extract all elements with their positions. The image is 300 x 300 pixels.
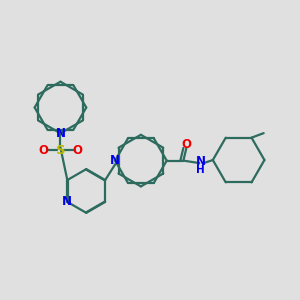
Text: N: N xyxy=(62,195,72,208)
Text: H: H xyxy=(196,165,205,175)
Text: O: O xyxy=(39,143,49,157)
Text: N: N xyxy=(56,127,65,140)
Text: N: N xyxy=(196,155,206,168)
Text: S: S xyxy=(56,143,65,157)
Text: O: O xyxy=(182,138,191,151)
Text: N: N xyxy=(110,154,120,167)
Text: O: O xyxy=(72,143,82,157)
